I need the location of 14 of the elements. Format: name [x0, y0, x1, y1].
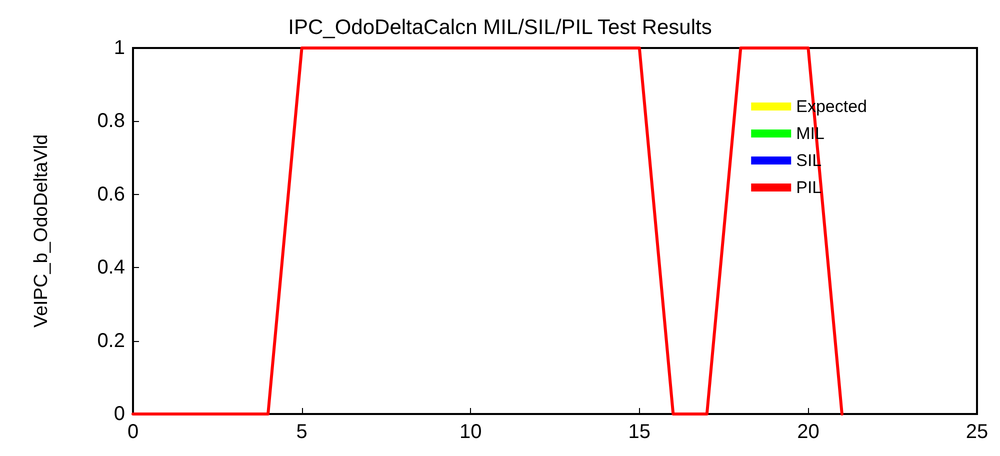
- y-tick-label: 0.6: [97, 183, 125, 206]
- x-tick-label: 15: [628, 421, 651, 443]
- chart-title: IPC_OdoDeltaCalcn MIL/SIL/PIL Test Results: [288, 16, 712, 39]
- x-tick-label: 5: [296, 421, 308, 443]
- y-tick-label: 0: [114, 403, 125, 425]
- y-tick-label: 1: [114, 37, 125, 59]
- y-axis-title: VeIPC_b_OdoDeltaVld: [31, 134, 52, 328]
- x-tick-label: 10: [459, 421, 482, 443]
- x-tick-label: 20: [797, 421, 820, 443]
- x-tick-label: 25: [966, 421, 988, 443]
- y-tick-label: 0.4: [97, 256, 125, 279]
- y-tick-label: 0.8: [97, 110, 125, 132]
- x-tick-label: 0: [127, 421, 139, 443]
- y-tick-label: 0.2: [97, 330, 125, 352]
